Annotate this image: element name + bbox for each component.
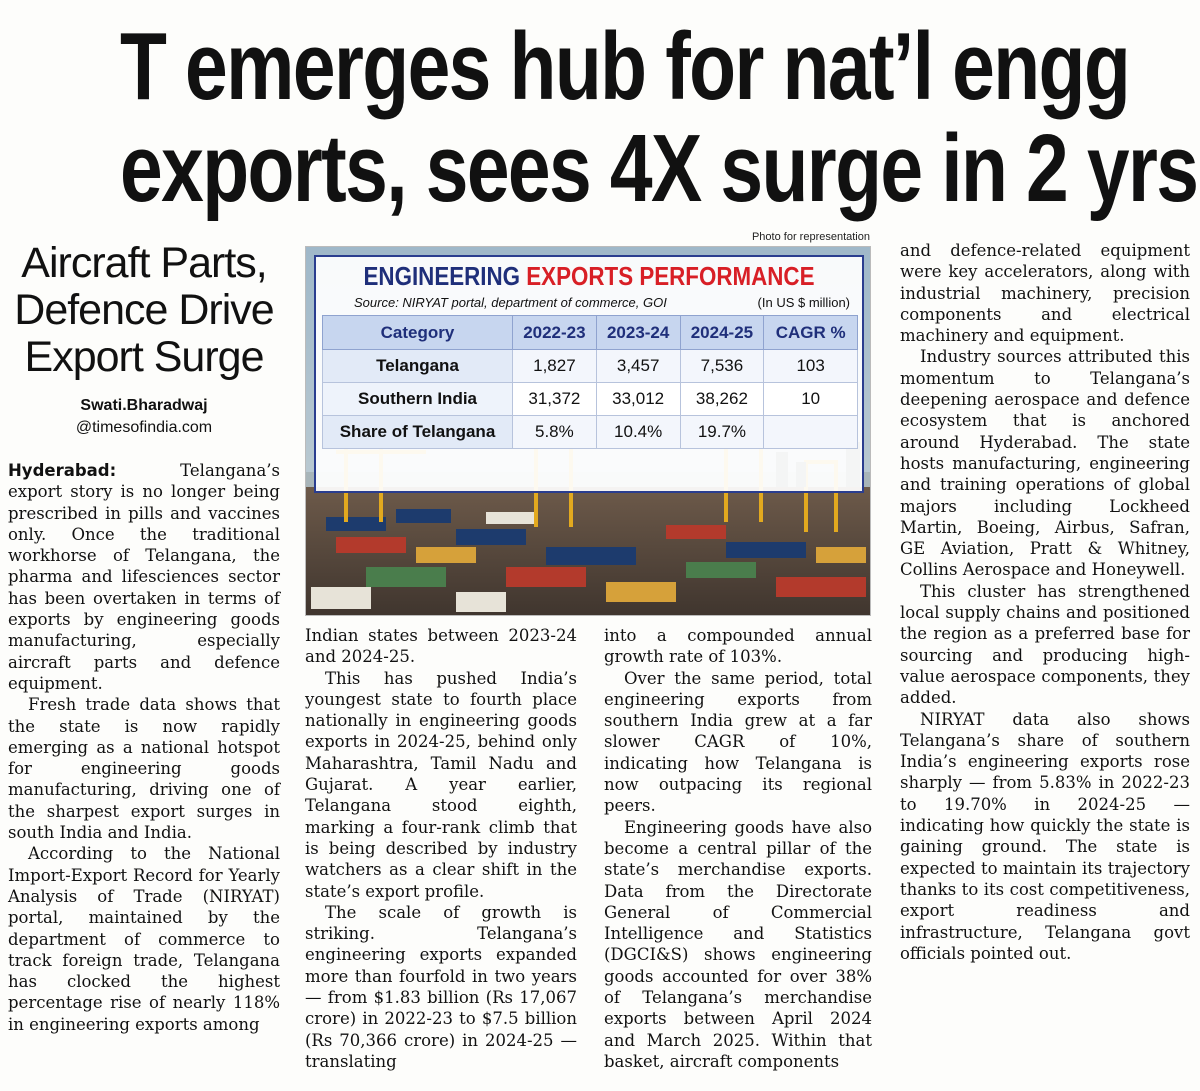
- photo-credit: Photo for representation: [751, 231, 870, 243]
- exports-graphic: ENGINEERING EXPORTS PERFORMANCE Source: …: [305, 246, 871, 616]
- header-category: Category: [322, 315, 513, 350]
- row-value: 3,457: [595, 349, 681, 383]
- headline-line-1: T emerges hub for nat’l engg: [120, 13, 1131, 120]
- kicker: Aircraft Parts, Defence Drive Export Sur…: [8, 240, 280, 381]
- kicker-line-1: Aircraft Parts,: [21, 239, 267, 287]
- header-2024-25: 2024-25: [679, 315, 765, 350]
- headline-line-2: exports, sees 4X surge in 2 yrs: [120, 115, 1199, 222]
- article-paragraph: Over the same period, total engineering …: [604, 668, 872, 816]
- article-column-3: into a compounded annual growth rate of …: [604, 625, 872, 1072]
- article-column-4: and defence-related equipment were key a…: [900, 240, 1190, 964]
- row-value: 31,372: [512, 382, 597, 416]
- article-paragraph: The scale of growth is striking. Telanga…: [305, 902, 577, 1071]
- row-category: Share of Telangana: [322, 415, 513, 449]
- article-paragraph: Hyderabad: Telangana’s export story is n…: [8, 460, 280, 694]
- article-column-2: Indian states between 2023-24 and 2024-2…: [305, 625, 577, 1072]
- header-2023-24: 2023-24: [595, 315, 681, 350]
- dateline: Hyderabad:: [8, 461, 117, 480]
- article-paragraph: Engineering goods have also become a cen…: [604, 817, 872, 1071]
- article-paragraph: Fresh trade data shows that the state is…: [8, 695, 280, 843]
- table-row: Share of Telangana 5.8% 10.4% 19.7%: [322, 415, 858, 449]
- article-paragraph: According to the National Import-Export …: [8, 844, 280, 1034]
- graphic-unit: (In US $ million): [757, 295, 850, 310]
- article-paragraph: Indian states between 2023-24 and 2024-2…: [305, 626, 577, 667]
- graphic-source: Source: NIRYAT portal, department of com…: [354, 295, 667, 310]
- kicker-line-3: Export Surge: [24, 333, 265, 381]
- byline-handle: @timesofindia.com: [75, 419, 213, 436]
- article-paragraph: This cluster has strengthened local supp…: [900, 581, 1190, 708]
- row-value: 5.8%: [512, 415, 597, 449]
- row-value: 10: [763, 382, 858, 416]
- row-category: Southern India: [322, 382, 513, 416]
- table-row: Telangana 1,827 3,457 7,536 103: [322, 349, 858, 383]
- article-paragraph: into a compounded annual growth rate of …: [604, 626, 872, 667]
- row-value: 33,012: [595, 382, 681, 416]
- article-text: Telangana’s export story is no longer be…: [8, 461, 280, 693]
- headline: T emerges hub for nat’l engg exports, se…: [120, 0, 1199, 230]
- article-paragraph: and defence-related equipment were key a…: [900, 241, 1190, 346]
- row-value: 7,536: [679, 349, 765, 383]
- graphic-title-part-1: ENGINEERING: [363, 261, 527, 291]
- article-paragraph: Industry sources attributed this momentu…: [900, 347, 1190, 580]
- row-category: Telangana: [322, 349, 513, 383]
- row-value: 38,262: [679, 382, 765, 416]
- row-value: 1,827: [512, 349, 597, 383]
- graphic-title-part-2: EXPORTS PERFORMANCE: [526, 261, 815, 291]
- table-row: Southern India 31,372 33,012 38,262 10: [322, 382, 858, 416]
- header-2022-23: 2022-23: [512, 315, 597, 350]
- graphic-title: ENGINEERING EXPORTS PERFORMANCE: [354, 261, 824, 292]
- header-cagr: CAGR %: [763, 315, 858, 350]
- kicker-line-2: Defence Drive: [14, 286, 274, 334]
- byline-name: Swati.Bharadwaj: [80, 397, 208, 414]
- article-column-1: Hyderabad: Telangana’s export story is n…: [8, 460, 280, 1035]
- exports-table: Category 2022-23 2023-24 2024-25 CAGR % …: [322, 315, 858, 449]
- article-paragraph: This has pushed India’s youngest state t…: [305, 668, 577, 901]
- table-header-row: Category 2022-23 2023-24 2024-25 CAGR %: [322, 315, 858, 350]
- article-paragraph: NIRYAT data also shows Telangana’s share…: [900, 709, 1190, 963]
- row-value: 10.4%: [595, 415, 681, 449]
- row-value: 19.7%: [679, 415, 765, 449]
- byline: Swati.Bharadwaj @timesofindia.com: [8, 395, 280, 439]
- row-value: 103: [763, 349, 858, 383]
- row-value: [763, 415, 858, 449]
- exports-table-panel: ENGINEERING EXPORTS PERFORMANCE Source: …: [314, 255, 864, 493]
